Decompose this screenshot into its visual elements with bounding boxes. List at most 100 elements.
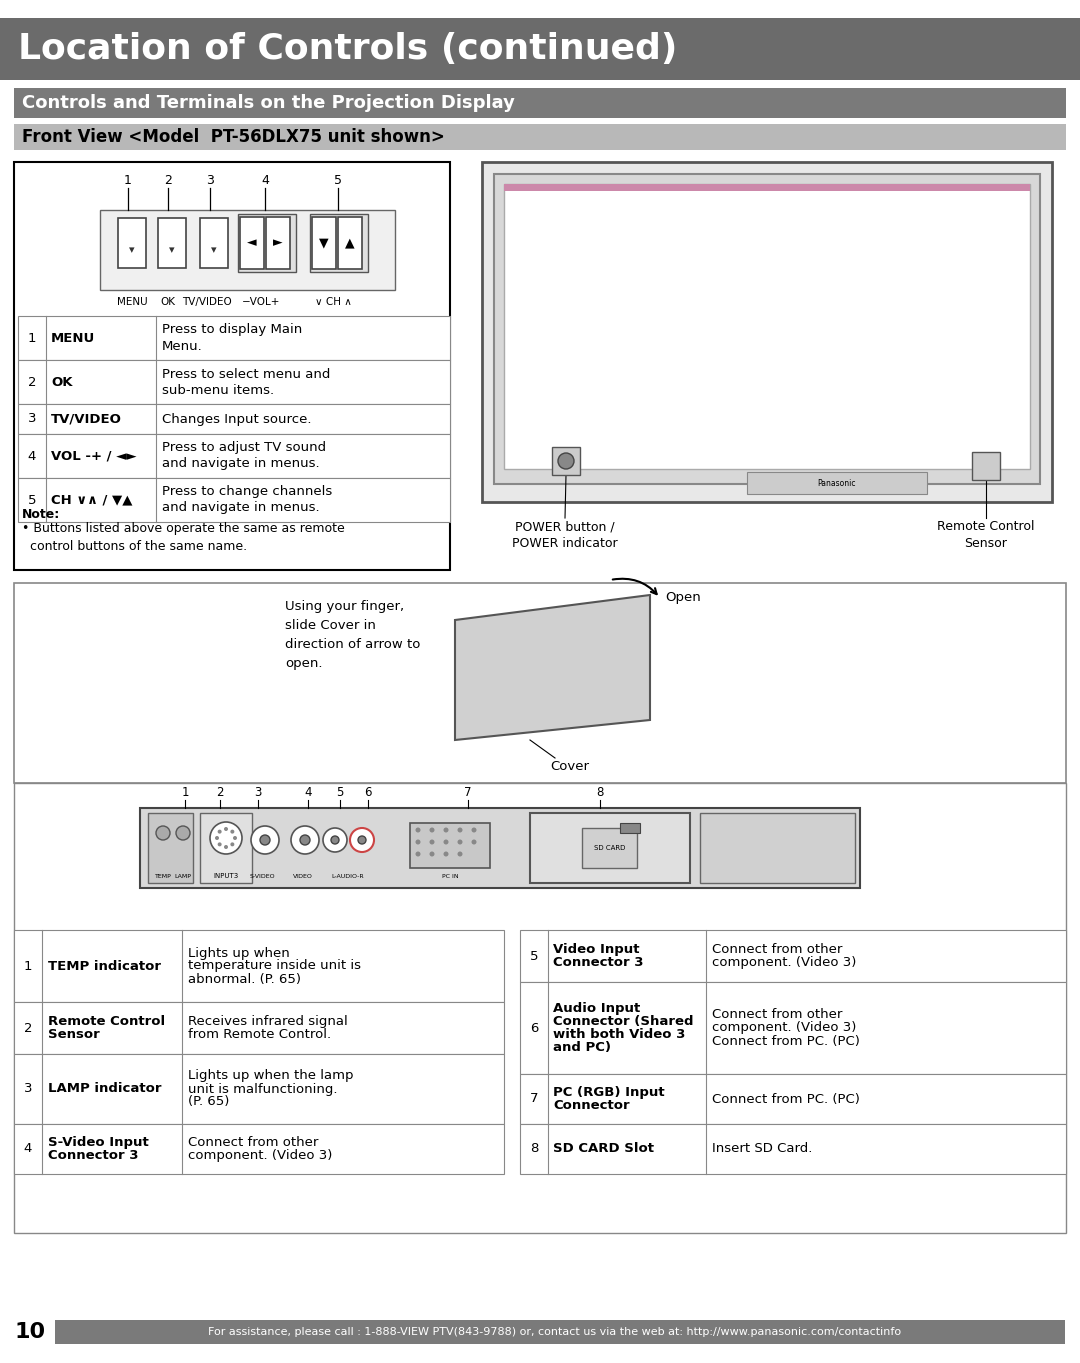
Bar bbox=[100, 210, 395, 290]
Text: and PC): and PC) bbox=[553, 1041, 611, 1054]
Polygon shape bbox=[455, 596, 650, 740]
Text: Using your finger,
slide Cover in
direction of arrow to
open.: Using your finger, slide Cover in direct… bbox=[285, 600, 420, 671]
Text: Connector: Connector bbox=[553, 1099, 630, 1112]
Text: 1: 1 bbox=[124, 174, 132, 188]
Bar bbox=[18, 403, 450, 433]
Text: 2: 2 bbox=[24, 1021, 32, 1035]
Circle shape bbox=[230, 842, 234, 846]
Circle shape bbox=[251, 826, 279, 855]
Bar bbox=[620, 823, 640, 833]
Circle shape bbox=[458, 827, 462, 833]
Bar bbox=[55, 1319, 1065, 1344]
Text: 2: 2 bbox=[164, 174, 172, 188]
Text: ∨ CH ∧: ∨ CH ∧ bbox=[314, 297, 351, 307]
Text: Controls and Terminals on the Projection Display: Controls and Terminals on the Projection… bbox=[22, 94, 515, 112]
Bar bbox=[14, 1054, 504, 1124]
Text: Lights up when: Lights up when bbox=[188, 946, 289, 960]
Circle shape bbox=[230, 830, 234, 834]
Circle shape bbox=[444, 852, 448, 856]
Text: Menu.: Menu. bbox=[162, 339, 203, 353]
Bar bbox=[140, 808, 860, 889]
Text: −VOL+: −VOL+ bbox=[242, 297, 280, 307]
Text: Panasonic: Panasonic bbox=[818, 478, 856, 488]
Text: (P. 65): (P. 65) bbox=[188, 1096, 229, 1108]
Text: abnormal. (P. 65): abnormal. (P. 65) bbox=[188, 972, 301, 985]
Text: LAMP indicator: LAMP indicator bbox=[48, 1082, 162, 1096]
Circle shape bbox=[215, 836, 219, 840]
Circle shape bbox=[357, 836, 366, 844]
Bar bbox=[238, 214, 296, 273]
Circle shape bbox=[218, 830, 221, 834]
Circle shape bbox=[430, 852, 434, 856]
Text: Connect from other: Connect from other bbox=[712, 943, 842, 955]
Circle shape bbox=[291, 826, 319, 855]
Bar bbox=[338, 217, 362, 269]
Bar bbox=[482, 162, 1052, 502]
Circle shape bbox=[444, 827, 448, 833]
Text: Changes Input source.: Changes Input source. bbox=[162, 413, 311, 425]
Text: and navigate in menus.: and navigate in menus. bbox=[162, 502, 320, 514]
Text: Insert SD Card.: Insert SD Card. bbox=[712, 1142, 812, 1156]
Text: ◄: ◄ bbox=[247, 237, 257, 249]
Text: 5: 5 bbox=[28, 493, 37, 507]
Text: Connector (Shared: Connector (Shared bbox=[553, 1015, 693, 1028]
Text: 1: 1 bbox=[181, 786, 189, 800]
Text: Location of Controls (continued): Location of Controls (continued) bbox=[18, 31, 677, 65]
Text: Connect from PC. (PC): Connect from PC. (PC) bbox=[712, 1035, 860, 1048]
Text: 7: 7 bbox=[464, 786, 472, 800]
Bar bbox=[519, 1074, 1066, 1124]
Circle shape bbox=[260, 836, 270, 845]
Text: 3: 3 bbox=[206, 174, 214, 188]
Text: 2: 2 bbox=[216, 786, 224, 800]
Text: 1: 1 bbox=[24, 960, 32, 972]
Circle shape bbox=[224, 827, 228, 831]
Bar bbox=[118, 218, 146, 269]
Text: PC IN: PC IN bbox=[442, 874, 458, 879]
Text: 4: 4 bbox=[261, 174, 269, 188]
Circle shape bbox=[416, 840, 420, 845]
Text: component. (Video 3): component. (Video 3) bbox=[188, 1149, 333, 1163]
Text: 5: 5 bbox=[336, 786, 343, 800]
Text: 3: 3 bbox=[24, 1082, 32, 1096]
Text: 4: 4 bbox=[28, 450, 37, 462]
Text: 8: 8 bbox=[596, 786, 604, 800]
Text: Remote Control: Remote Control bbox=[48, 1015, 165, 1028]
Text: Connect from other: Connect from other bbox=[188, 1135, 319, 1149]
Circle shape bbox=[458, 852, 462, 856]
Text: Audio Input: Audio Input bbox=[553, 1002, 640, 1015]
Text: Connect from other: Connect from other bbox=[712, 1009, 842, 1021]
Text: Press to adjust TV sound: Press to adjust TV sound bbox=[162, 442, 326, 454]
Bar bbox=[519, 1124, 1066, 1174]
Bar bbox=[240, 217, 264, 269]
Text: LAMP: LAMP bbox=[175, 874, 191, 879]
Circle shape bbox=[416, 827, 420, 833]
Text: 3: 3 bbox=[254, 786, 261, 800]
Bar bbox=[18, 316, 450, 360]
Text: ▾: ▾ bbox=[212, 245, 217, 255]
Text: ▼: ▼ bbox=[320, 237, 328, 249]
Bar bbox=[972, 453, 1000, 480]
Text: Press to select menu and: Press to select menu and bbox=[162, 368, 330, 380]
Bar bbox=[14, 1002, 504, 1054]
Text: TEMP: TEMP bbox=[154, 874, 172, 879]
Text: 7: 7 bbox=[530, 1093, 538, 1105]
Circle shape bbox=[218, 842, 221, 846]
Circle shape bbox=[233, 836, 237, 840]
Bar bbox=[200, 218, 228, 269]
Text: Connector 3: Connector 3 bbox=[553, 955, 644, 969]
Bar bbox=[552, 447, 580, 474]
Text: • Buttons listed above operate the same as remote
  control buttons of the same : • Buttons listed above operate the same … bbox=[22, 522, 345, 553]
Bar bbox=[494, 174, 1040, 484]
Bar bbox=[14, 89, 1066, 119]
Text: PC (RGB) Input: PC (RGB) Input bbox=[553, 1086, 664, 1099]
Bar bbox=[14, 930, 504, 1002]
Text: component. (Video 3): component. (Video 3) bbox=[712, 955, 856, 969]
Text: 4: 4 bbox=[305, 786, 312, 800]
Circle shape bbox=[430, 840, 434, 845]
Bar bbox=[14, 583, 1066, 782]
Text: unit is malfunctioning.: unit is malfunctioning. bbox=[188, 1082, 337, 1096]
Text: OK: OK bbox=[161, 297, 175, 307]
Text: 4: 4 bbox=[24, 1142, 32, 1156]
Bar bbox=[200, 812, 252, 883]
Text: OK: OK bbox=[51, 375, 72, 388]
